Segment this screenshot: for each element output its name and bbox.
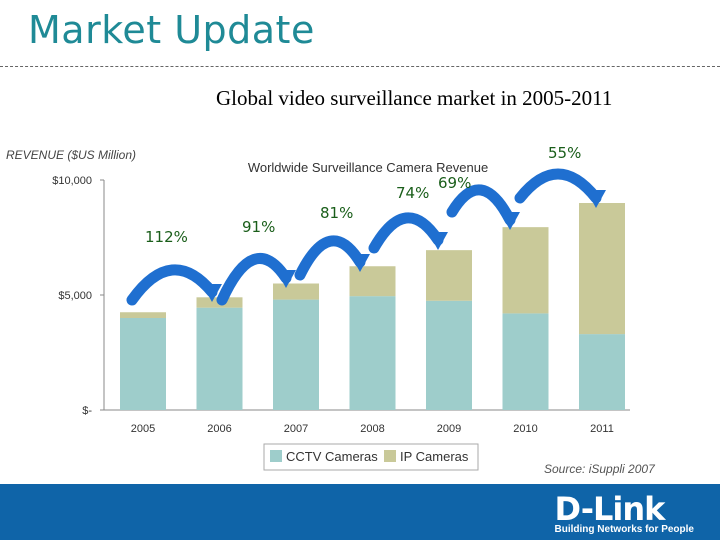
- legend-box: [263, 443, 479, 471]
- y-tick-label: $-: [82, 405, 92, 417]
- x-tick-label: 2007: [284, 423, 308, 435]
- bar-cctv-2006: [196, 307, 243, 410]
- y-tick-label: $10,000: [52, 175, 92, 187]
- growth-label-1: 91%: [242, 218, 275, 236]
- bar-cctv-2011: [579, 334, 625, 410]
- growth-arrowhead-3: [428, 232, 448, 250]
- x-tick-label: 2005: [131, 423, 155, 435]
- x-tick-label: 2009: [437, 423, 461, 435]
- bar-cctv-2005: [120, 318, 166, 410]
- x-tick-label: 2008: [360, 423, 384, 435]
- growth-arrow-2: [294, 235, 366, 281]
- logo-tagline: Building Networks for People: [554, 524, 694, 535]
- chart-title: Worldwide Surveillance Camera Revenue: [248, 160, 488, 175]
- growth-label-3: 74%: [396, 184, 429, 202]
- growth-label-0: 112%: [145, 228, 188, 246]
- bar-ip-2005: [120, 312, 166, 318]
- x-tick-label: 2006: [207, 423, 231, 435]
- source-note: Source: iSuppli 2007: [544, 462, 655, 476]
- growth-arrowhead-0: [202, 284, 222, 302]
- growth-arrowhead-5: [586, 190, 606, 208]
- slide-subtitle: Global video surveillance market in 2005…: [216, 86, 613, 110]
- bar-ip-2010: [502, 227, 549, 314]
- y-tick-label: $5,000: [58, 290, 92, 302]
- bar-ip-2007: [273, 283, 319, 300]
- legend-swatch-cctv: [270, 450, 282, 462]
- revenue-label: REVENUE ($US Million): [6, 148, 137, 162]
- legend-label-ip: IP Cameras: [400, 449, 469, 464]
- bar-cctv-2010: [502, 313, 549, 410]
- x-tick-label: 2011: [590, 423, 614, 435]
- footer-bar: D-Link Building Networks for People: [0, 484, 720, 540]
- bar-ip-2008: [349, 266, 396, 297]
- growth-label-5: 55%: [548, 144, 581, 162]
- growth-label-2: 81%: [320, 204, 353, 222]
- bar-cctv-2007: [273, 299, 319, 410]
- dlink-logo: D-Link Building Networks for People: [555, 490, 694, 535]
- bar-cctv-2008: [349, 296, 396, 410]
- growth-arrow-4: [446, 184, 516, 226]
- growth-arrow-1: [216, 253, 292, 306]
- bar-cctv-2009: [426, 300, 472, 410]
- legend-swatch-ip: [384, 450, 396, 462]
- growth-arrow-5: [514, 168, 602, 204]
- growth-arrow-0: [126, 264, 218, 306]
- growth-arrowhead-2: [350, 254, 370, 272]
- growth-arrowhead-4: [500, 212, 520, 230]
- logo-text: D-Link: [554, 490, 666, 528]
- bar-ip-2011: [579, 203, 625, 335]
- bar-ip-2009: [426, 250, 472, 301]
- growth-arrowhead-1: [276, 270, 296, 288]
- title-divider: [0, 66, 720, 67]
- page-title: Market Update: [28, 8, 315, 52]
- growth-label-4: 69%: [438, 174, 471, 192]
- growth-arrow-3: [368, 212, 444, 254]
- x-tick-label: 2010: [513, 423, 537, 435]
- legend-label-cctv: CCTV Cameras: [286, 449, 378, 464]
